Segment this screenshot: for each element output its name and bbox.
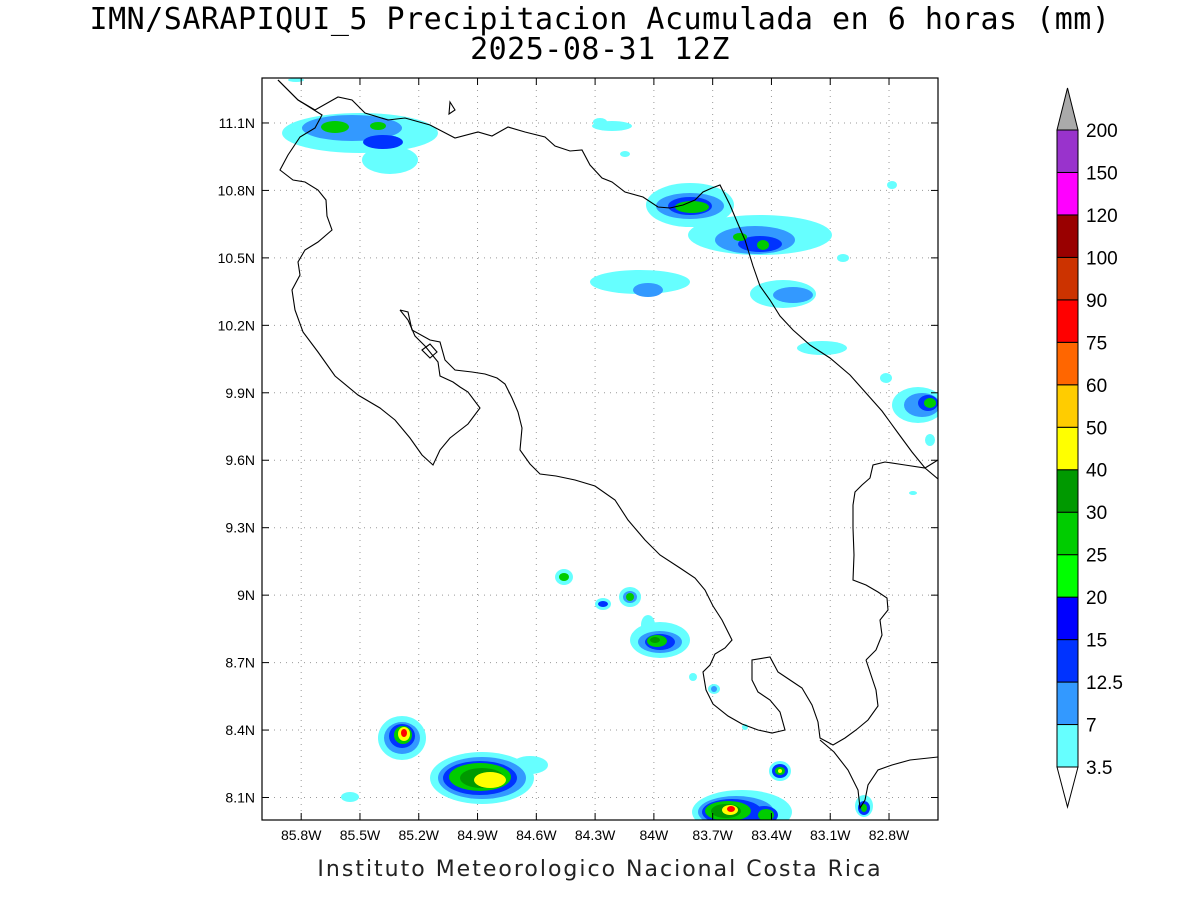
x-tick-label: 82.8W — [869, 827, 910, 843]
colorbar-label: 3.5 — [1086, 758, 1112, 779]
colorbar-lower-arrow — [1056, 766, 1079, 809]
y-tick-label: 11.1N — [219, 115, 255, 131]
colorbar-swatch — [1056, 681, 1079, 726]
y-tick-label: 8.7N — [225, 655, 255, 671]
colorbar-label: 7 — [1086, 716, 1097, 737]
x-tick-label: 84W — [639, 827, 669, 843]
rain-cell — [590, 118, 897, 355]
colorbar-label: 60 — [1086, 376, 1107, 397]
x-tick-label: 83.7W — [692, 827, 733, 843]
colorbar-label: 75 — [1086, 333, 1107, 354]
y-axis-ticks: 11.1N 10.8N 10.5N 10.2N 9.9N 9.6N 9.3N 9N 8.7N 8.… — [218, 115, 938, 806]
colorbar-swatch — [1056, 341, 1079, 386]
colorbar-label: 100 — [1086, 248, 1118, 269]
x-tick-label: 83.1W — [810, 827, 851, 843]
colorbar-label: 150 — [1086, 163, 1118, 184]
map-subtitle: 2025-08-31 12Z — [470, 32, 730, 67]
colorbar-swatch — [1056, 129, 1079, 173]
colorbar-swatch — [1056, 299, 1079, 343]
footer-credit: Instituto Meteorologico Nacional Costa R… — [317, 857, 883, 882]
coastlines — [277, 79, 938, 810]
x-tick-label: 84.3W — [575, 827, 616, 843]
map-title: IMN/SARAPIQUI_5 Precipitacion Acumulada … — [89, 2, 1111, 37]
colorbar-label: 25 — [1086, 546, 1107, 567]
colorbar-upper-arrow — [1056, 87, 1079, 131]
colorbar-swatch — [1056, 384, 1079, 428]
colorbar-label: 12.5 — [1086, 673, 1123, 694]
y-tick-label: 9.3N — [225, 520, 255, 536]
x-tick-label: 85.5W — [340, 827, 381, 843]
rain-cell — [880, 373, 938, 495]
colorbar-swatch — [1056, 256, 1079, 301]
y-tick-label: 9N — [237, 587, 255, 603]
colorbar-swatch — [1056, 171, 1079, 216]
colorbar-swatch — [1056, 426, 1079, 471]
colorbar-swatch — [1056, 554, 1079, 598]
x-tick-label: 84.9W — [457, 827, 498, 843]
x-tick-label: 84.6W — [516, 827, 557, 843]
x-tick-label: 85.2W — [399, 827, 440, 843]
colorbar-swatch — [1056, 724, 1079, 768]
colorbar-label: 30 — [1086, 503, 1107, 524]
rain-cell — [341, 569, 748, 802]
colorbar-swatch — [1056, 511, 1079, 556]
x-axis-ticks: 85.8W 85.5W 85.2W 84.9W 84.6W 84.3W 84W 83.7W 83… — [281, 78, 910, 843]
colorbar-label: 15 — [1086, 631, 1107, 652]
colorbar-legend: 3.5 7 12.5 15 20 25 30 40 50 60 75 90 100 120 150 200 — [1056, 87, 1123, 809]
colorbar-label: 50 — [1086, 418, 1107, 439]
graticule-grid — [262, 78, 938, 820]
y-tick-label: 8.1N — [225, 790, 255, 806]
rain-cell — [378, 716, 873, 820]
y-tick-label: 10.8N — [218, 182, 255, 198]
colorbar-label: 200 — [1086, 121, 1118, 142]
y-tick-label: 9.6N — [225, 452, 255, 468]
colorbar-label: 40 — [1086, 461, 1107, 482]
y-tick-label: 8.4N — [225, 722, 255, 738]
colorbar-swatch — [1056, 596, 1079, 641]
y-tick-label: 9.9N — [225, 385, 255, 401]
colorbar-swatch — [1056, 214, 1079, 258]
rain-cell — [282, 78, 438, 174]
colorbar-label: 120 — [1086, 206, 1118, 227]
colorbar-swatch — [1056, 639, 1079, 683]
y-tick-label: 10.2N — [218, 317, 255, 333]
map-frame — [261, 77, 939, 821]
colorbar-label: 90 — [1086, 291, 1107, 312]
x-tick-label: 85.8W — [281, 827, 322, 843]
x-tick-label: 83.4W — [751, 827, 792, 843]
colorbar-swatch — [1056, 469, 1079, 513]
y-tick-label: 10.5N — [218, 250, 255, 266]
precipitation-field — [282, 78, 938, 820]
colorbar-label: 20 — [1086, 588, 1107, 609]
